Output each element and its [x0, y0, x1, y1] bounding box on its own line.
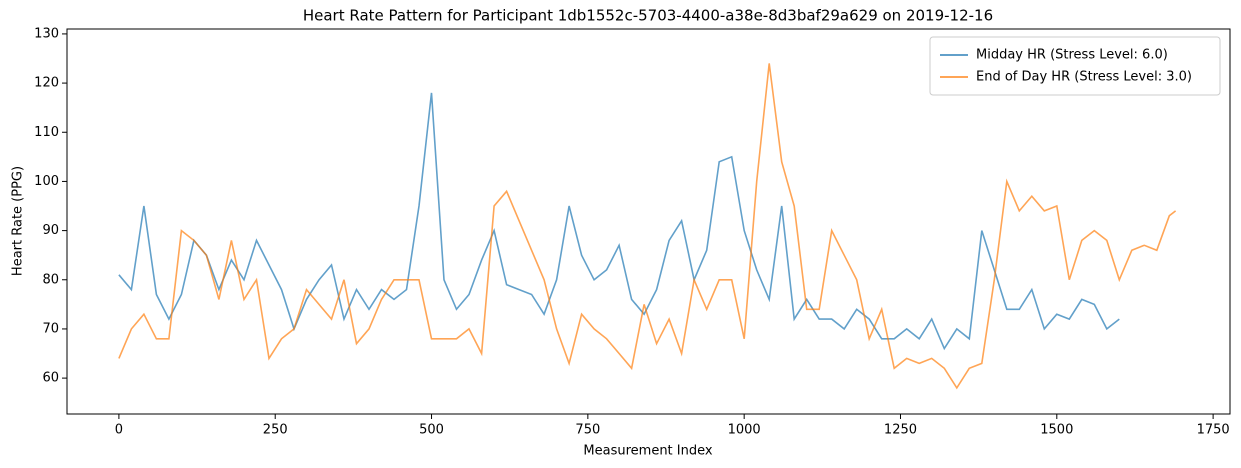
- y-axis-label: Heart Rate (PPG): [11, 166, 26, 276]
- x-tick-label: 750: [575, 423, 600, 438]
- y-tick-label: 70: [42, 321, 59, 336]
- line-series: [118, 63, 1177, 390]
- x-tick-label: 0: [115, 423, 123, 438]
- x-tick-label: 1500: [1040, 423, 1073, 438]
- x-tick-label: 500: [419, 423, 444, 438]
- x-tick-label: 1750: [1197, 423, 1230, 438]
- x-tick-label: 1000: [728, 423, 761, 438]
- y-tick-label: 130: [34, 26, 59, 41]
- y-tick-label: 60: [42, 371, 59, 386]
- y-tick-label: 90: [42, 223, 59, 238]
- chart-title: Heart Rate Pattern for Participant 1db15…: [303, 7, 993, 25]
- y-tick-label: 120: [34, 76, 59, 91]
- legend-label: Midday HR (Stress Level: 6.0): [976, 48, 1168, 63]
- y-tick-label: 80: [42, 272, 59, 287]
- x-tick-label: 1250: [884, 423, 917, 438]
- y-tick-label: 110: [34, 125, 59, 140]
- legend-box: [929, 36, 1221, 96]
- x-tick-label: 250: [263, 423, 288, 438]
- x-axis-label: Measurement Index: [583, 444, 712, 459]
- y-tick-label: 100: [34, 174, 59, 189]
- plot-frame: [66, 28, 1231, 415]
- legend-label: End of Day HR (Stress Level: 3.0): [976, 70, 1192, 85]
- line-series: [118, 92, 1120, 351]
